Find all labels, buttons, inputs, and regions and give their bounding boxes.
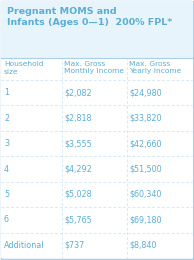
Text: 6: 6	[4, 215, 9, 224]
Bar	[1, 131, 193, 156]
Text: Pregnant MOMS and: Pregnant MOMS and	[7, 7, 117, 16]
Bar	[1, 182, 193, 207]
Text: $69,180: $69,180	[129, 215, 161, 224]
Bar	[1, 80, 193, 105]
Text: $51,500: $51,500	[129, 165, 162, 173]
Bar	[1, 207, 193, 233]
Text: $60,340: $60,340	[129, 190, 161, 199]
Text: $5,028: $5,028	[64, 190, 92, 199]
Text: 2: 2	[4, 114, 9, 123]
Text: $4,292: $4,292	[64, 165, 92, 173]
Text: Monthly Income: Monthly Income	[64, 68, 124, 75]
Text: Yearly Income: Yearly Income	[129, 68, 181, 75]
Text: 5: 5	[4, 190, 9, 199]
Text: 3: 3	[4, 139, 9, 148]
Text: $3,555: $3,555	[64, 139, 92, 148]
Text: Household: Household	[4, 61, 43, 67]
Text: Max. Gross: Max. Gross	[64, 61, 105, 67]
Bar	[1, 156, 193, 182]
Text: size: size	[4, 68, 19, 75]
Text: 4: 4	[4, 165, 9, 173]
Text: $33,820: $33,820	[129, 114, 161, 123]
Bar	[1, 58, 193, 80]
Text: $2,082: $2,082	[64, 88, 92, 97]
Text: Additional: Additional	[4, 241, 44, 250]
Bar	[1, 1, 193, 58]
Text: $42,660: $42,660	[129, 139, 161, 148]
Text: $24,980: $24,980	[129, 88, 162, 97]
Text: Max. Gross: Max. Gross	[129, 61, 170, 67]
Text: 1: 1	[4, 88, 9, 97]
Bar	[1, 233, 193, 258]
Text: $737: $737	[64, 241, 84, 250]
Bar	[1, 105, 193, 131]
Text: $2,818: $2,818	[64, 114, 92, 123]
Text: $8,840: $8,840	[129, 241, 156, 250]
Text: Infants (Ages 0—1)  200% FPL*: Infants (Ages 0—1) 200% FPL*	[7, 18, 172, 27]
Text: $5,765: $5,765	[64, 215, 92, 224]
